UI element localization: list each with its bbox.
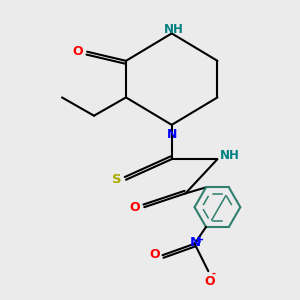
Text: S: S — [112, 173, 122, 186]
Text: +: + — [196, 235, 204, 244]
Text: -: - — [211, 269, 215, 279]
Text: N: N — [167, 128, 177, 141]
Text: NH: NH — [220, 149, 240, 162]
Text: O: O — [204, 274, 215, 288]
Text: N: N — [190, 236, 201, 249]
Text: O: O — [129, 201, 140, 214]
Text: O: O — [72, 45, 83, 58]
Text: NH: NH — [164, 23, 184, 37]
Text: O: O — [150, 248, 160, 260]
